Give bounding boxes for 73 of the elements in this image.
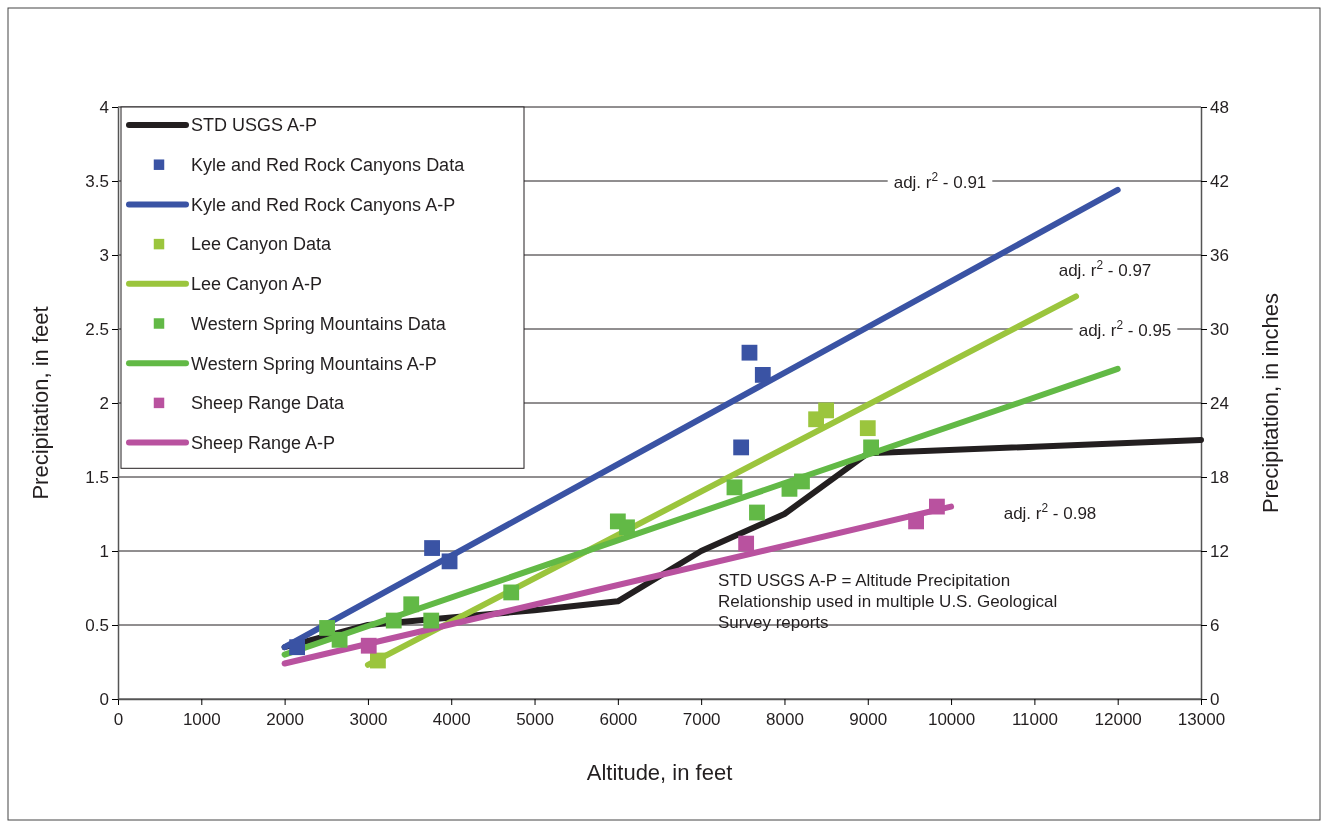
x-tick-label: 0: [113, 710, 124, 729]
y2-tick-label: 6: [1210, 615, 1220, 635]
point: [741, 344, 758, 361]
point: [754, 366, 771, 383]
point: [370, 652, 386, 669]
y-tick-label: 1: [99, 541, 109, 561]
y-tick-label: 1.5: [85, 467, 109, 487]
annotation: adj. r$^{2}$ - 0.95: [1078, 317, 1172, 340]
point: [749, 504, 765, 521]
y-tick-label: 0.5: [85, 615, 109, 635]
point: [423, 612, 440, 629]
legend-label: Sheep Range A-P: [191, 432, 336, 453]
point: [441, 553, 458, 570]
legend-label: STD USGS A-P: [191, 115, 318, 136]
annotation: STD USGS A-P = Altitude Precipitation Relationship used in multiple U.S. Geological Survey reports: [718, 571, 1058, 633]
x-tick-label: 4000: [432, 710, 471, 729]
point: [403, 596, 420, 613]
legend-label: Western Spring Mountains A-P: [191, 353, 437, 374]
point: [794, 473, 810, 490]
legend-label: Western Spring Mountains Data: [191, 313, 447, 334]
x-tick-label: 11000: [1011, 710, 1058, 729]
x-tick-label: 10000: [927, 710, 976, 729]
annotation: adj. r$^{2}$ - 0.97: [1058, 257, 1152, 280]
y-tick-label: 3.5: [85, 171, 109, 191]
point: [863, 439, 880, 456]
x-tick-label: 12000: [1094, 710, 1142, 729]
point: [385, 612, 402, 629]
y2-tick-label: 42: [1210, 171, 1229, 191]
point: [726, 479, 743, 496]
annotation: adj. r$^{2}$ - 0.98: [1003, 500, 1097, 523]
x-axis-title: Altitude, in feet: [586, 760, 733, 785]
point: [738, 535, 755, 552]
annotation: adj. r$^{2}$ - 0.91: [893, 169, 987, 192]
point: [818, 402, 835, 419]
point: [859, 420, 876, 437]
legend-label: Sheep Range Data: [191, 393, 346, 414]
point: [503, 584, 520, 601]
y-tick-label: 2: [99, 393, 109, 413]
point: [929, 498, 945, 515]
legend-label: Lee Canyon A-P: [191, 274, 323, 295]
y-tick-label: 2.5: [85, 319, 109, 339]
x-tick-label: 9000: [849, 710, 888, 729]
x-tick-label: 8000: [766, 710, 804, 729]
y2-tick-label: 36: [1210, 245, 1229, 265]
x-tick-label: 7000: [682, 710, 721, 729]
y2-tick-label: 48: [1210, 97, 1229, 117]
y-tick-label: 3: [99, 245, 109, 265]
y-tick-label: 0: [99, 689, 109, 709]
y2-tick-label: 24: [1210, 393, 1229, 413]
y2-axis-title: Precipitation, in inches: [1258, 292, 1283, 514]
point: [908, 513, 924, 530]
point: [331, 631, 348, 648]
legend-label: Kyle and Red Rock Canyons A-P: [191, 194, 456, 215]
x-tick-label: 13000: [1177, 710, 1226, 729]
legend-label: Kyle and Red Rock Canyons Data: [191, 155, 466, 175]
point: [360, 637, 377, 654]
x-tick-label: 1000: [182, 710, 221, 729]
point: [619, 519, 635, 536]
x-tick-label: 5000: [516, 710, 554, 729]
x-tick-label: 2000: [266, 710, 305, 729]
y2-tick-label: 0: [1210, 689, 1220, 709]
x-tick-label: 6000: [599, 710, 638, 729]
point: [424, 540, 440, 556]
point: [289, 639, 306, 656]
point: [733, 439, 750, 456]
y2-tick-label: 18: [1210, 467, 1229, 487]
y2-tick-label: 30: [1210, 319, 1229, 339]
y-axis-title: Precipitation, in feet: [28, 306, 53, 500]
y2-tick-label: 12: [1210, 541, 1229, 561]
y-tick-label: 4: [99, 97, 109, 117]
x-tick-label: 3000: [349, 710, 388, 729]
legend-label: Lee Canyon Data: [191, 234, 333, 255]
point: [319, 620, 336, 636]
